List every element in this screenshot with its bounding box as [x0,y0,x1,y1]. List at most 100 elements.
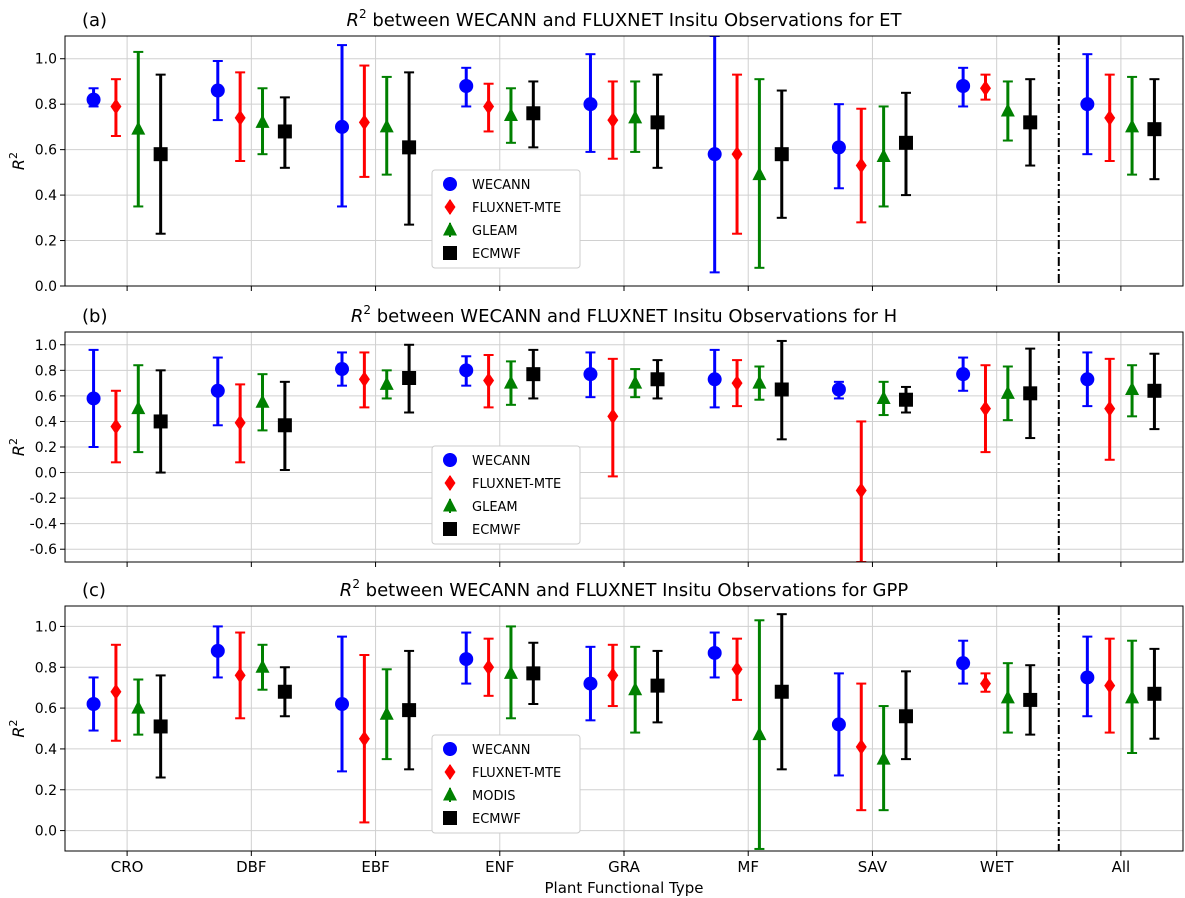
data-point [459,363,474,378]
data-point [650,372,665,387]
data-point [379,118,394,133]
data-point [255,659,270,673]
y-tick-label: 0.6 [35,701,57,717]
data-point [526,367,541,382]
x-tick-label: ENF [485,858,514,876]
chart-panel-2: 0.0 0.2 0.4 0.6 0.8 1.0 (c) R2 between WECANN a… [7,577,1184,856]
series-ECMWF [153,71,1162,235]
data-point [876,390,891,404]
data-point [1104,109,1116,126]
y-tick-label: 0.8 [35,660,57,676]
data-point [1000,689,1015,704]
data-point [335,697,350,711]
data-point [358,114,370,131]
data-point [503,375,518,389]
data-point [607,667,619,684]
data-point [898,709,913,724]
series-MODIS [131,619,1140,850]
y-axis-label: R2 [7,152,28,170]
data-point [752,375,767,389]
data-point [774,684,789,699]
data-point [153,414,168,429]
data-point [707,372,722,387]
series-FLUXNET-MTE [110,64,1116,235]
data-point [131,700,146,714]
series-ECMWF [153,613,1162,779]
data-point [483,98,495,115]
data-point [86,92,101,107]
data-point [459,652,474,667]
data-point [335,119,350,134]
y-tick-label: 0.8 [35,363,57,379]
legend-marker [444,199,456,215]
legend-marker [443,222,457,236]
y-axis-label: R2 [7,719,28,737]
legend-marker [443,811,457,825]
data-point [210,83,225,98]
legend-label: WECANN [472,454,531,469]
data-point [255,114,270,128]
data-point [335,362,350,377]
x-tick-label: WET [980,858,1014,876]
data-point [731,146,743,163]
data-point [379,376,394,390]
x-tick-label: SAV [858,858,888,876]
data-point [707,645,722,660]
data-point [650,678,665,693]
y-tick-label: 0.0 [35,466,57,482]
y-tick-label: 1.0 [35,338,57,354]
data-point [855,738,867,755]
data-point [855,482,867,499]
data-point [1023,386,1038,401]
data-point [1000,103,1015,117]
legend: WECANN FLUXNET-MTE GLEAM ECMWF [431,169,581,269]
data-point [210,383,225,398]
series-WECANN [86,36,1095,274]
data-point [526,666,541,681]
series-FLUXNET-MTE [110,631,1116,824]
data-point [110,418,122,435]
series-GLEAM [131,360,1140,454]
data-point [898,392,913,407]
data-point [210,643,225,658]
data-point [774,147,789,162]
data-point [831,140,846,155]
data-point [110,98,122,115]
data-point [483,372,495,389]
y-tick-label: -0.6 [30,542,57,558]
legend-label: MODIS [472,789,516,804]
data-point [979,675,991,692]
data-point [752,726,767,741]
data-point [1147,383,1162,398]
data-point [876,751,891,765]
data-point [956,656,971,671]
legend: WECANN FLUXNET-MTE GLEAM ECMWF [431,445,581,545]
data-point [731,375,743,392]
chart-title: R2 between WECANN and FLUXNET Insitu Obs… [351,303,897,327]
plot-frame [64,331,1184,563]
panel-label: (b) [82,306,107,327]
data-point [358,730,370,747]
data-point [1104,400,1116,417]
data-point [277,418,292,433]
data-point [402,703,417,718]
legend-marker [443,498,457,512]
data-point [277,684,292,699]
data-point [1023,115,1038,130]
legend-label: FLUXNET-MTE [472,766,561,781]
data-point [1023,692,1038,707]
plot-frame [64,605,1184,852]
data-point [153,719,168,734]
data-point [503,665,518,679]
chart-title: R2 between WECANN and FLUXNET Insitu Obs… [346,7,902,31]
y-tick-label: -0.2 [30,491,57,507]
chart-panel-1: -0.6 -0.4 -0.2 0.0 0.2 0.4 0.6 0.8 1.0 (b) R2 betw… [7,303,1184,567]
legend-label: FLUXNET-MTE [472,477,561,492]
data-point [628,375,643,389]
series-GLEAM [131,50,1140,269]
x-tick-label: All [1112,858,1131,876]
data-point [956,79,971,93]
data-point [607,112,619,129]
y-tick-label: 0.2 [35,783,57,799]
